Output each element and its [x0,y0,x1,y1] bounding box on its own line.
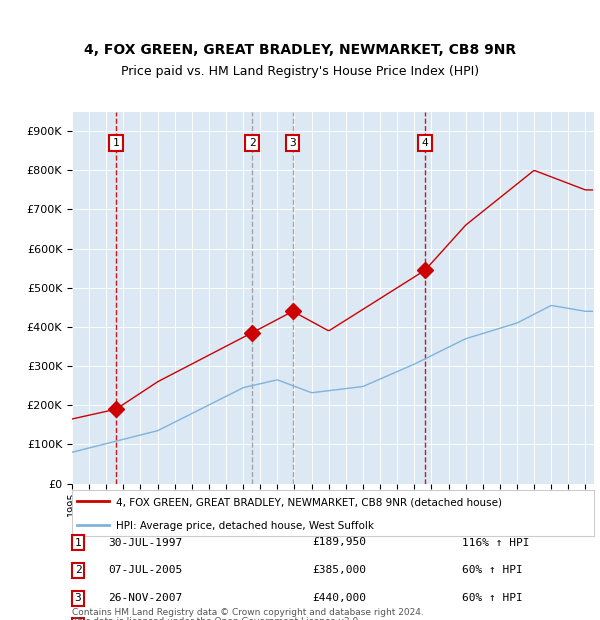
Text: HPI: Average price, detached house, West Suffolk: HPI: Average price, detached house, West… [116,521,374,531]
Text: 1: 1 [113,138,119,148]
Text: £385,000: £385,000 [312,565,366,575]
Text: Contains HM Land Registry data © Crown copyright and database right 2024.: Contains HM Land Registry data © Crown c… [72,608,424,617]
Text: Price paid vs. HM Land Registry's House Price Index (HPI): Price paid vs. HM Land Registry's House … [121,65,479,78]
Text: 26-NOV-2007: 26-NOV-2007 [108,593,182,603]
Text: 4: 4 [422,138,428,148]
Text: 4, FOX GREEN, GREAT BRADLEY, NEWMARKET, CB8 9NR (detached house): 4, FOX GREEN, GREAT BRADLEY, NEWMARKET, … [116,498,502,508]
Text: 4, FOX GREEN, GREAT BRADLEY, NEWMARKET, CB8 9NR: 4, FOX GREEN, GREAT BRADLEY, NEWMARKET, … [84,43,516,58]
Text: This data is licensed under the Open Government Licence v3.0.: This data is licensed under the Open Gov… [72,617,361,620]
Text: 30-JUL-1997: 30-JUL-1997 [108,538,182,547]
Text: 1: 1 [74,538,82,547]
Text: 2: 2 [248,138,256,148]
Text: 3: 3 [74,593,82,603]
Text: £440,000: £440,000 [312,593,366,603]
Text: 116% ↑ HPI: 116% ↑ HPI [462,538,530,547]
Text: 07-JUL-2005: 07-JUL-2005 [108,565,182,575]
Text: 60% ↑ HPI: 60% ↑ HPI [462,593,523,603]
Text: £189,950: £189,950 [312,538,366,547]
Text: 3: 3 [289,138,296,148]
Text: 60% ↑ HPI: 60% ↑ HPI [462,565,523,575]
Text: 2: 2 [74,565,82,575]
